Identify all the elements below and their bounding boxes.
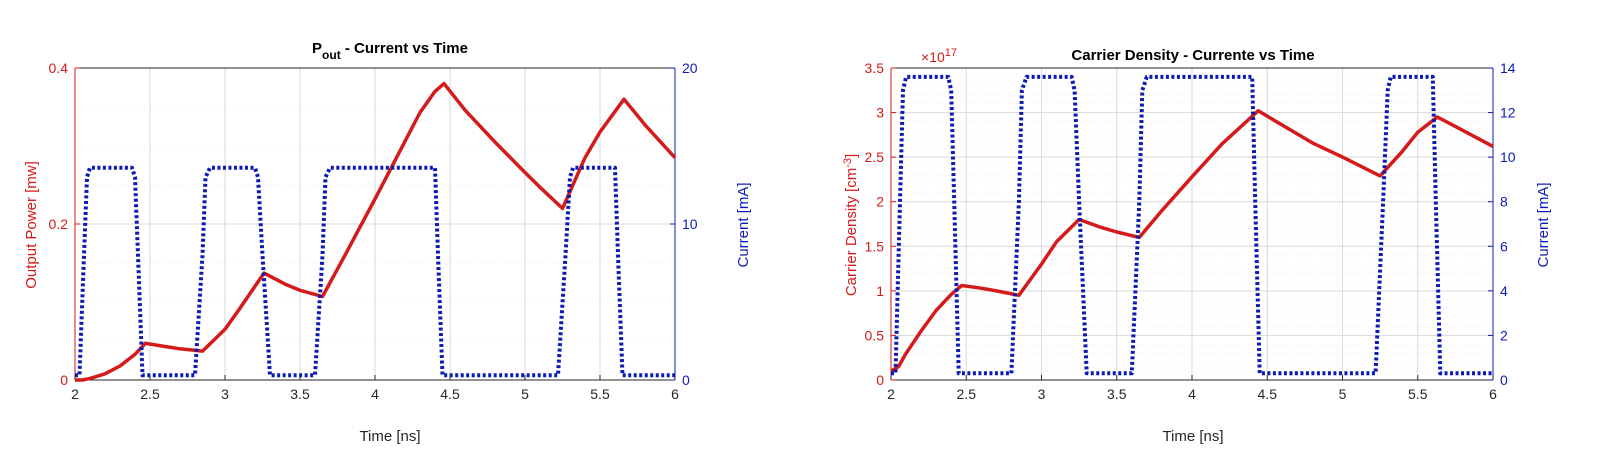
- x-tick-label: 5: [1339, 386, 1347, 402]
- x-tick-label: 3.5: [290, 386, 310, 402]
- series-line-current: [891, 74, 1493, 376]
- grid: [890, 67, 1494, 381]
- x-tick-label: 2.5: [957, 386, 977, 402]
- y-right-tick-label: 2: [1500, 327, 1508, 343]
- y-right-tick-label: 6: [1500, 238, 1508, 254]
- y-axis-exponent: ×1017: [921, 47, 957, 65]
- x-tick-label: 2: [71, 386, 79, 402]
- y-axis-label-right: Current [mA]: [735, 182, 752, 267]
- x-tick-label: 4.5: [440, 386, 460, 402]
- x-tick-label: 4.5: [1258, 386, 1278, 402]
- y-left-tick-label: 2: [876, 194, 884, 210]
- chart-power-current: Pout - Current vs Time Time [ns] Output …: [23, 40, 752, 445]
- y-right-tick-label: 10: [1500, 149, 1516, 165]
- x-tick-label: 5.5: [590, 386, 610, 402]
- x-tick-label: 6: [671, 386, 679, 402]
- y-right-tick-label: 12: [1500, 105, 1516, 121]
- x-tick-label: 5: [521, 386, 529, 402]
- x-tick-label: 2: [887, 386, 895, 402]
- y-left-tick-label: 0.2: [49, 216, 69, 232]
- y-left-tick-label: 0.4: [49, 60, 69, 76]
- y-left-tick-label: 3.5: [865, 60, 885, 76]
- y-right-tick-label: 10: [682, 216, 698, 232]
- y-left-tick-label: 2.5: [865, 149, 885, 165]
- y-right-tick-label: 0: [682, 372, 690, 388]
- series-line-left: [890, 109, 1494, 373]
- y-right-tick-label: 4: [1500, 283, 1508, 299]
- x-tick-label: 6: [1489, 386, 1497, 402]
- y-left-tick-label: 0: [876, 372, 884, 388]
- x-tick-label: 4: [371, 386, 379, 402]
- series-line-current: [75, 165, 675, 378]
- x-tick-label: 3: [221, 386, 229, 402]
- chart-carrier-current: Carrier Density - Currente vs Time Time …: [842, 47, 1552, 445]
- chart-title: Carrier Density - Currente vs Time: [1071, 47, 1314, 64]
- x-tick-label: 3.5: [1107, 386, 1127, 402]
- chart-title: Pout - Current vs Time: [312, 40, 468, 62]
- y-left-tick-label: 3: [876, 105, 884, 121]
- x-axis-label: Time [ns]: [1162, 428, 1223, 445]
- y-axis-label-left: Carrier Density [cm-3]: [842, 154, 860, 296]
- y-left-tick-label: 0: [60, 372, 68, 388]
- x-tick-label: 4: [1188, 386, 1196, 402]
- y-axis-label-right: Current [mA]: [1535, 182, 1552, 267]
- y-left-tick-label: 1: [876, 283, 884, 299]
- y-left-tick-label: 1.5: [865, 238, 885, 254]
- grid: [74, 67, 676, 381]
- x-tick-label: 3: [1038, 386, 1046, 402]
- y-right-tick-label: 0: [1500, 372, 1508, 388]
- y-right-tick-label: 14: [1500, 60, 1516, 76]
- y-axis-label-left: Output Power [mw]: [23, 161, 40, 289]
- y-left-tick-label: 0.5: [865, 327, 885, 343]
- x-tick-label: 5.5: [1408, 386, 1428, 402]
- x-tick-label: 2.5: [140, 386, 160, 402]
- x-axis-label: Time [ns]: [359, 428, 420, 445]
- y-right-tick-label: 20: [682, 60, 698, 76]
- y-right-tick-label: 8: [1500, 194, 1508, 210]
